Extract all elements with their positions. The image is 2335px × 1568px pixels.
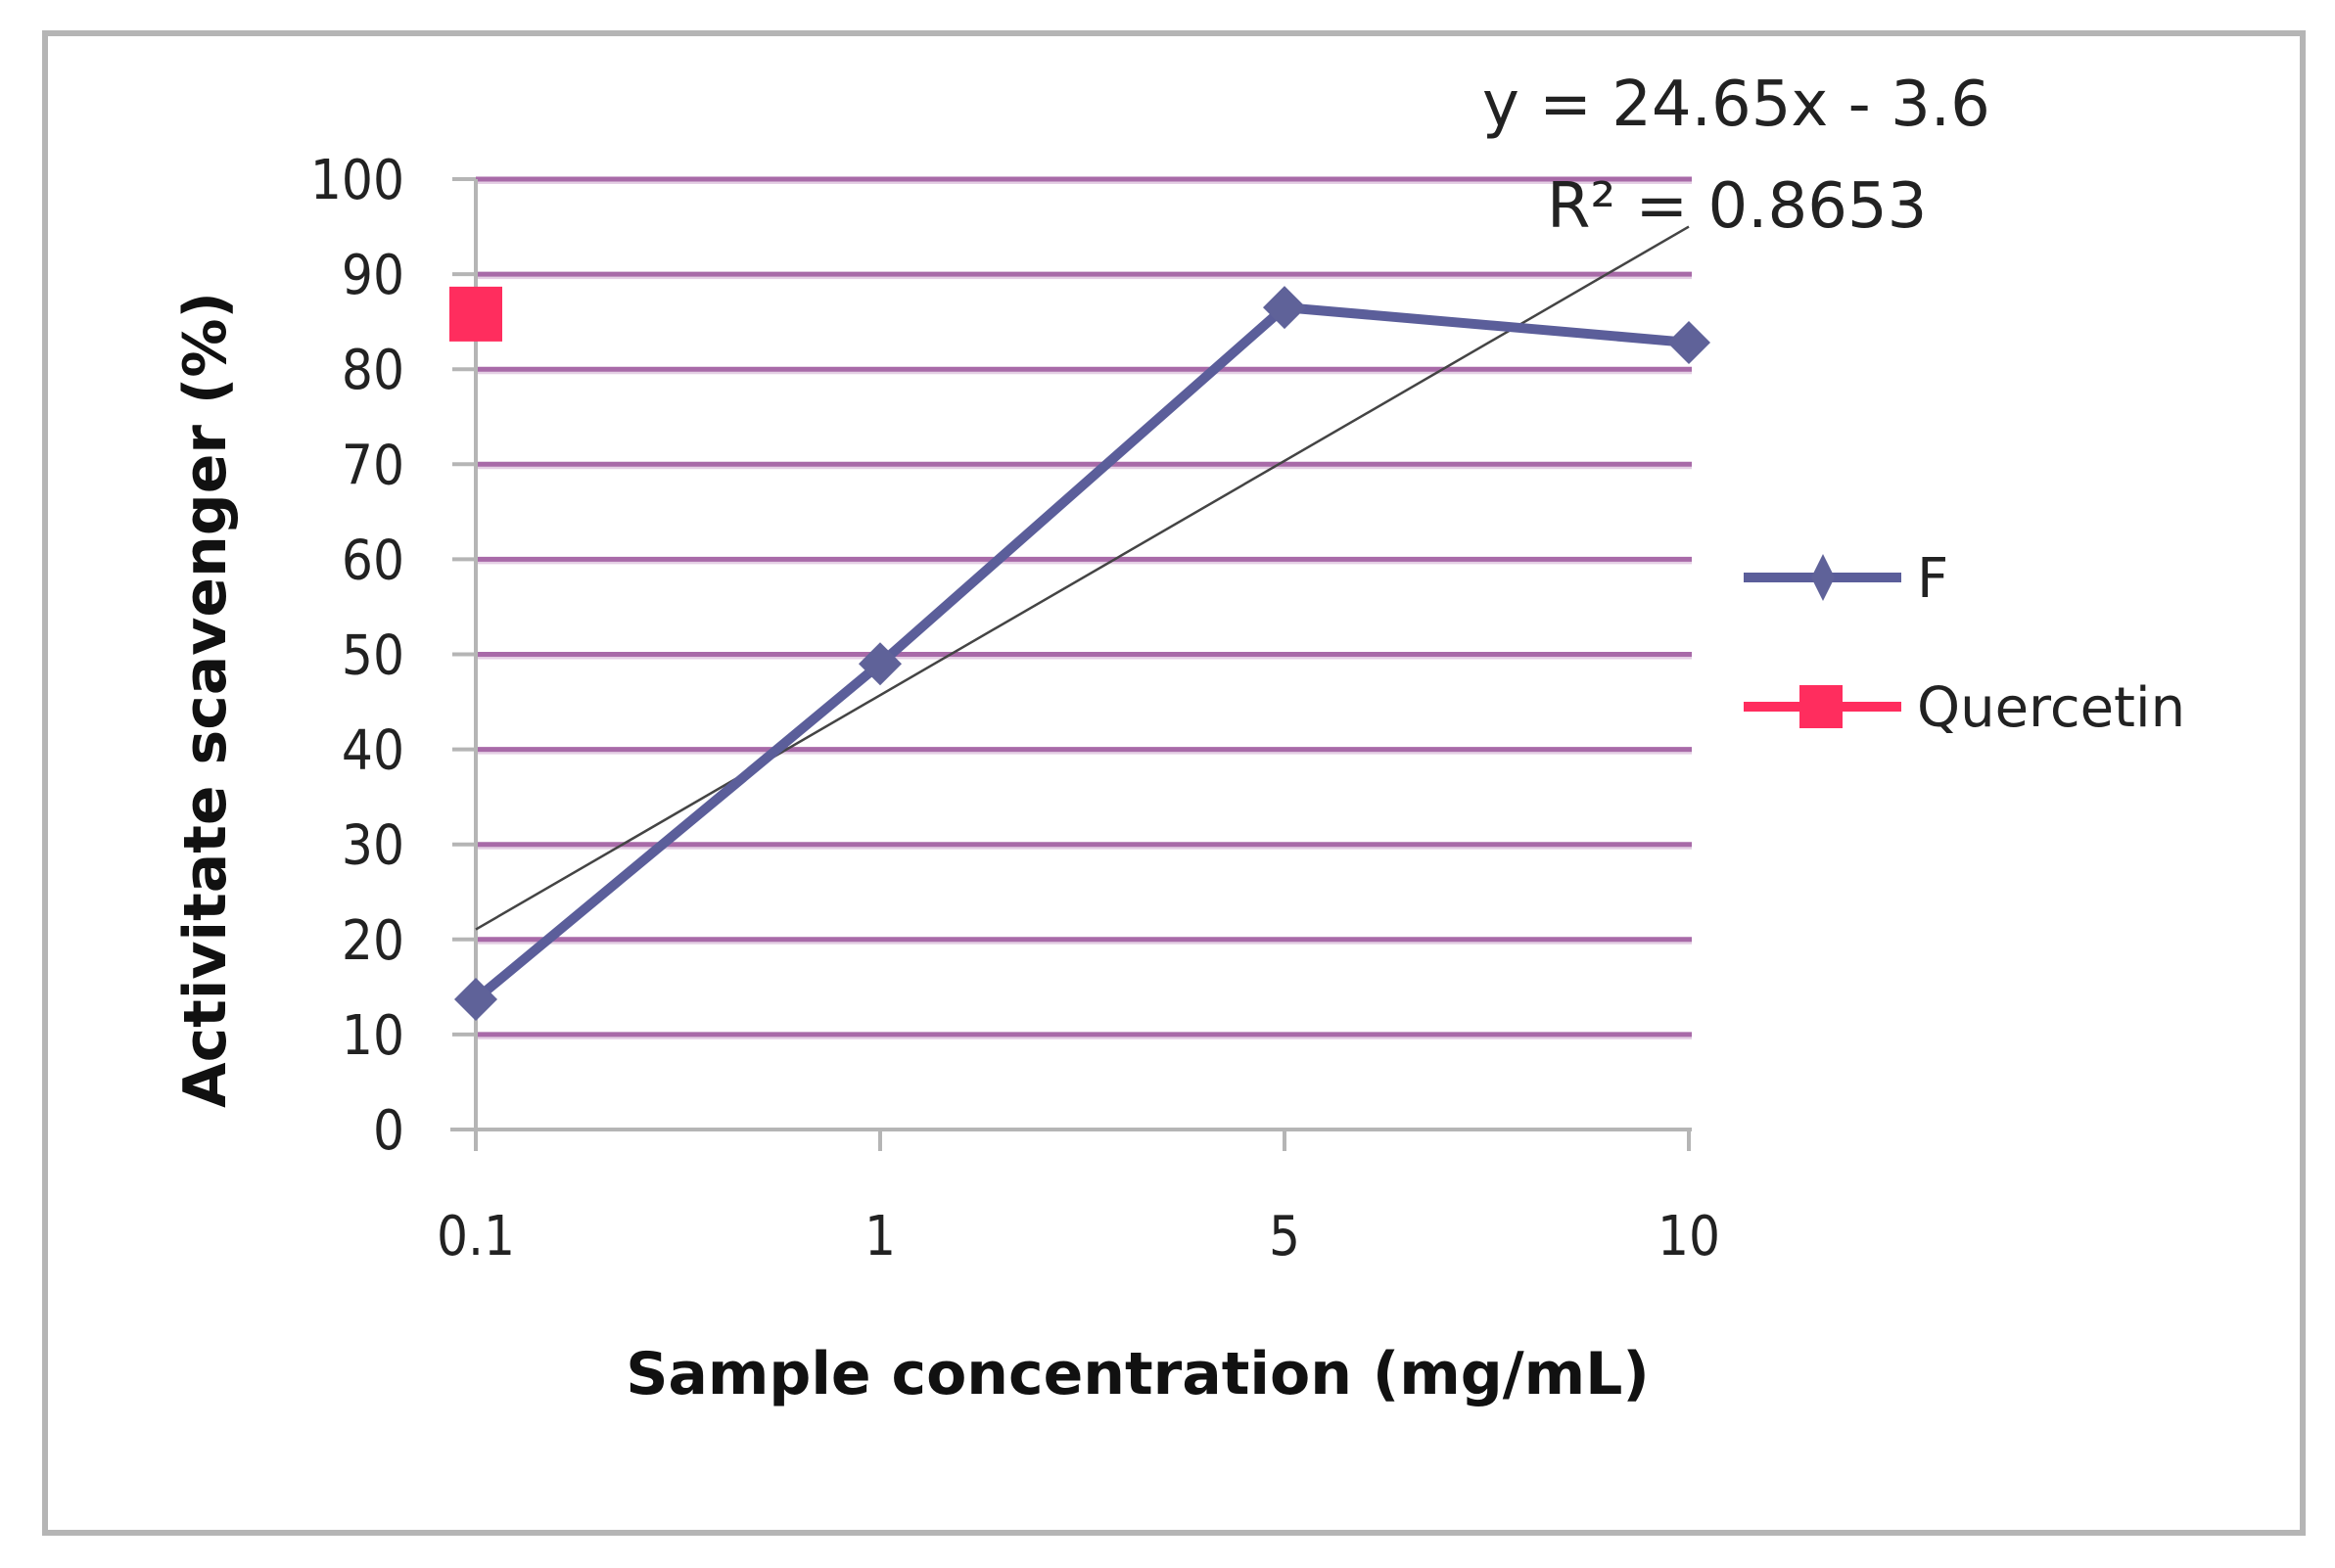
- trendline-equation: y = 24.65x - 3.6: [1482, 69, 1990, 141]
- x-tick-label: 1: [864, 1205, 896, 1268]
- x-tick-label: 10: [1658, 1205, 1720, 1268]
- x-tick-label: 0.1: [437, 1205, 515, 1268]
- y-tick-label: 0: [373, 1099, 404, 1163]
- y-tick-label: 70: [342, 434, 404, 497]
- y-tick-label: 90: [342, 244, 404, 307]
- y-tick-label: 40: [342, 719, 404, 783]
- legend-item-quercetin: Quercetin: [1744, 676, 2185, 740]
- series-f-line: [472, 302, 1690, 1003]
- legend-label-f: F: [1917, 547, 1948, 611]
- square-marker-icon: [1799, 685, 1843, 728]
- y-tick-label: 30: [342, 814, 404, 878]
- x-tick-label: 5: [1269, 1205, 1300, 1268]
- series-quercetin-markers: [449, 286, 502, 342]
- series-f-markers: [454, 286, 1710, 1021]
- x-axis-title: Sample concentration (mg/mL): [626, 1340, 1650, 1408]
- data-point-quercetin: [449, 286, 502, 342]
- gridlines: [476, 176, 1692, 1039]
- data-point-f: [859, 642, 902, 686]
- x-axis-ticks: 0.1 1 5 10: [437, 1130, 1720, 1268]
- legend-label-quercetin: Quercetin: [1917, 676, 2185, 740]
- legend-item-f: F: [1744, 547, 1948, 611]
- y-tick-label: 80: [342, 339, 404, 402]
- y-tick-label: 20: [342, 909, 404, 973]
- y-axis-title: Activitate scavenger (%): [171, 292, 240, 1108]
- trendline: [475, 225, 1690, 931]
- y-tick-label: 60: [342, 529, 404, 592]
- y-tick-label: 100: [310, 149, 404, 212]
- data-point-f: [454, 977, 497, 1021]
- data-point-f: [1263, 286, 1306, 330]
- y-tick-label: 50: [342, 624, 404, 688]
- y-tick-label: 10: [342, 1004, 404, 1068]
- data-point-f: [1667, 321, 1710, 365]
- y-axis-ticks: 0 10 20 30 40 50 60 70 80 90 100: [310, 149, 476, 1163]
- chart-frame: [42, 30, 2306, 1536]
- diamond-marker-icon: [1811, 554, 1835, 601]
- legend: F Quercetin: [1744, 547, 2185, 740]
- trendline-r-squared: R² = 0.8653: [1547, 170, 1927, 243]
